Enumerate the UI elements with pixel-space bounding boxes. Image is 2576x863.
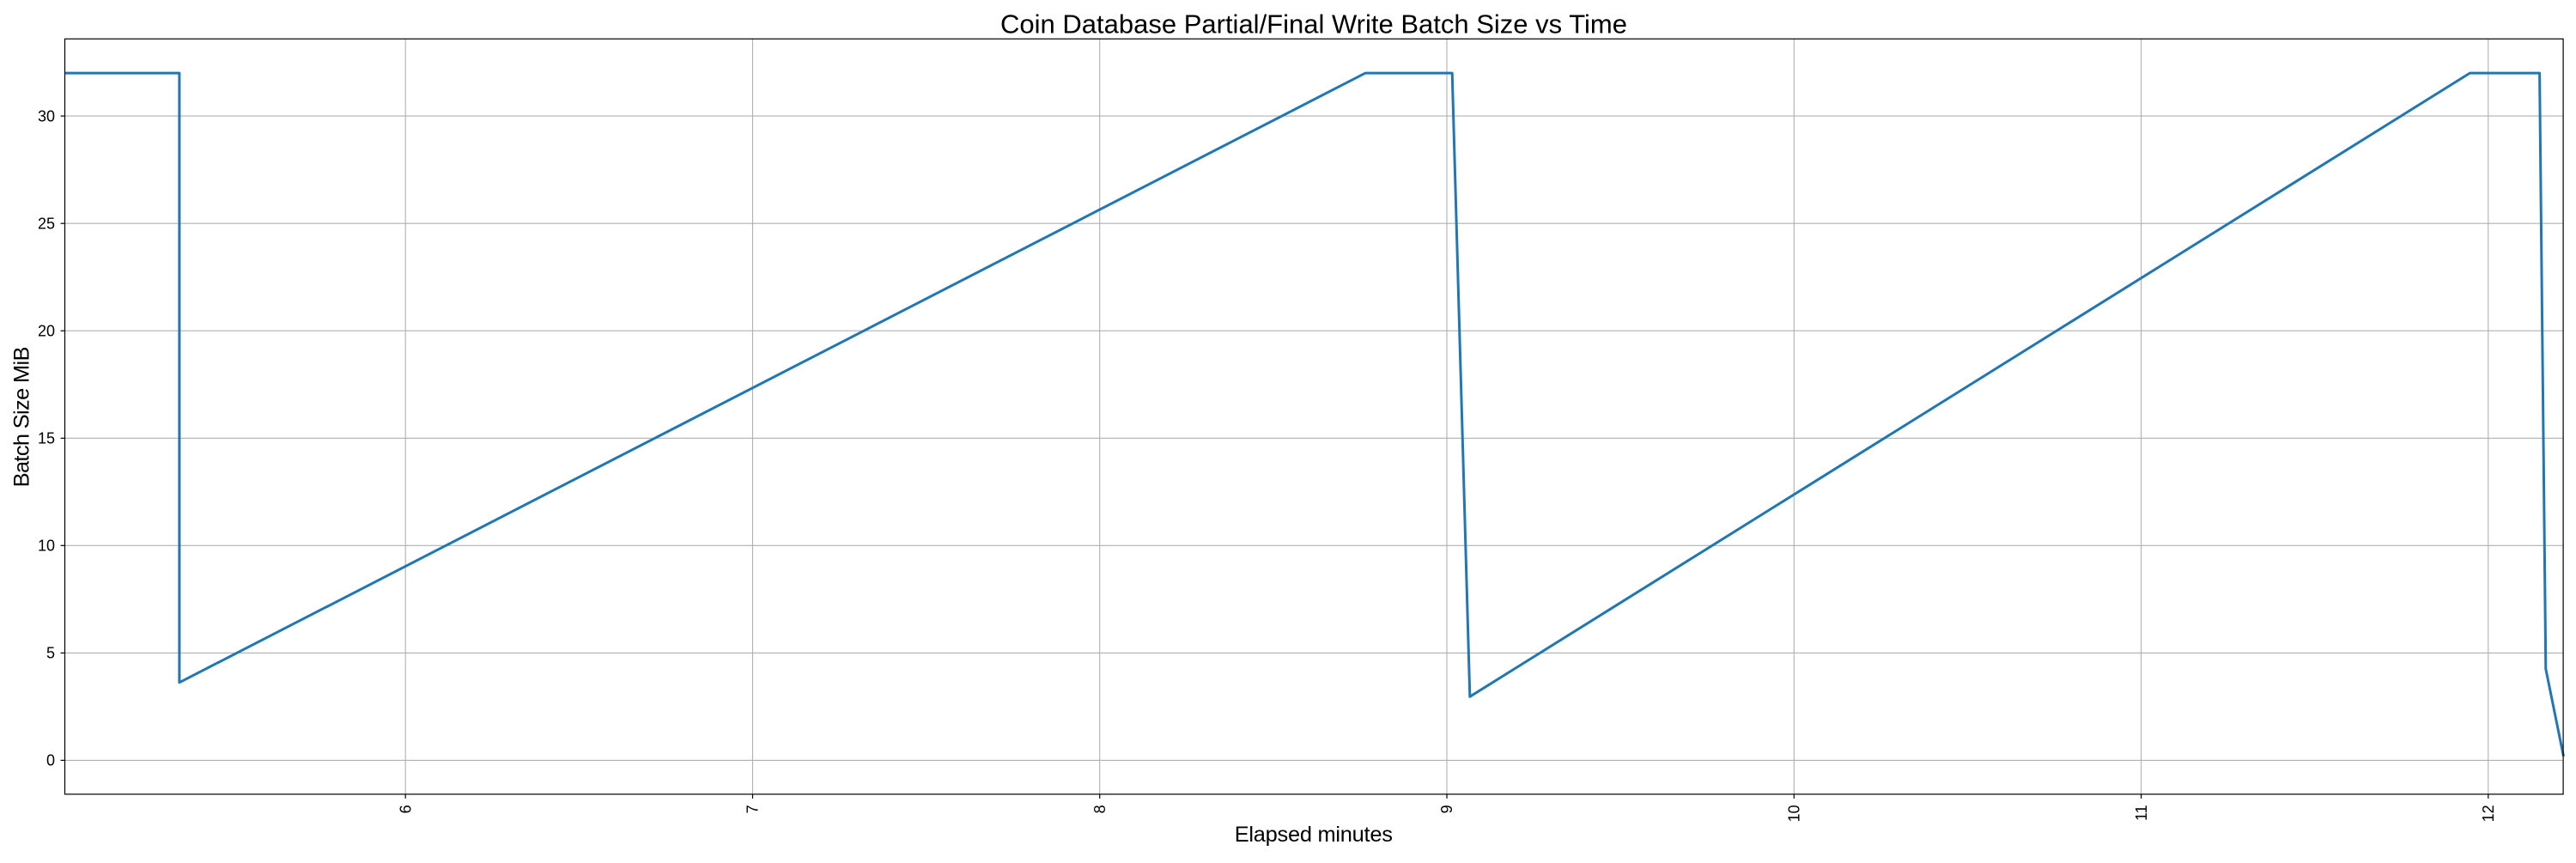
svg-text:9: 9: [1438, 805, 1455, 813]
svg-text:20: 20: [38, 322, 55, 339]
svg-text:Elapsed minutes: Elapsed minutes: [1235, 823, 1393, 847]
svg-text:12: 12: [2480, 805, 2497, 822]
svg-text:15: 15: [38, 430, 55, 447]
svg-text:10: 10: [1786, 805, 1803, 822]
svg-text:5: 5: [46, 645, 55, 662]
svg-text:11: 11: [2133, 805, 2150, 821]
svg-text:Batch Size MiB: Batch Size MiB: [10, 347, 34, 487]
svg-text:Coin Database Partial/Final Wr: Coin Database Partial/Final Write Batch …: [1000, 9, 1627, 40]
svg-text:7: 7: [744, 805, 762, 813]
svg-text:25: 25: [38, 215, 55, 232]
svg-text:0: 0: [46, 752, 55, 769]
svg-text:6: 6: [397, 805, 414, 813]
svg-text:10: 10: [38, 538, 55, 555]
svg-text:8: 8: [1091, 805, 1109, 813]
svg-text:30: 30: [38, 107, 55, 125]
